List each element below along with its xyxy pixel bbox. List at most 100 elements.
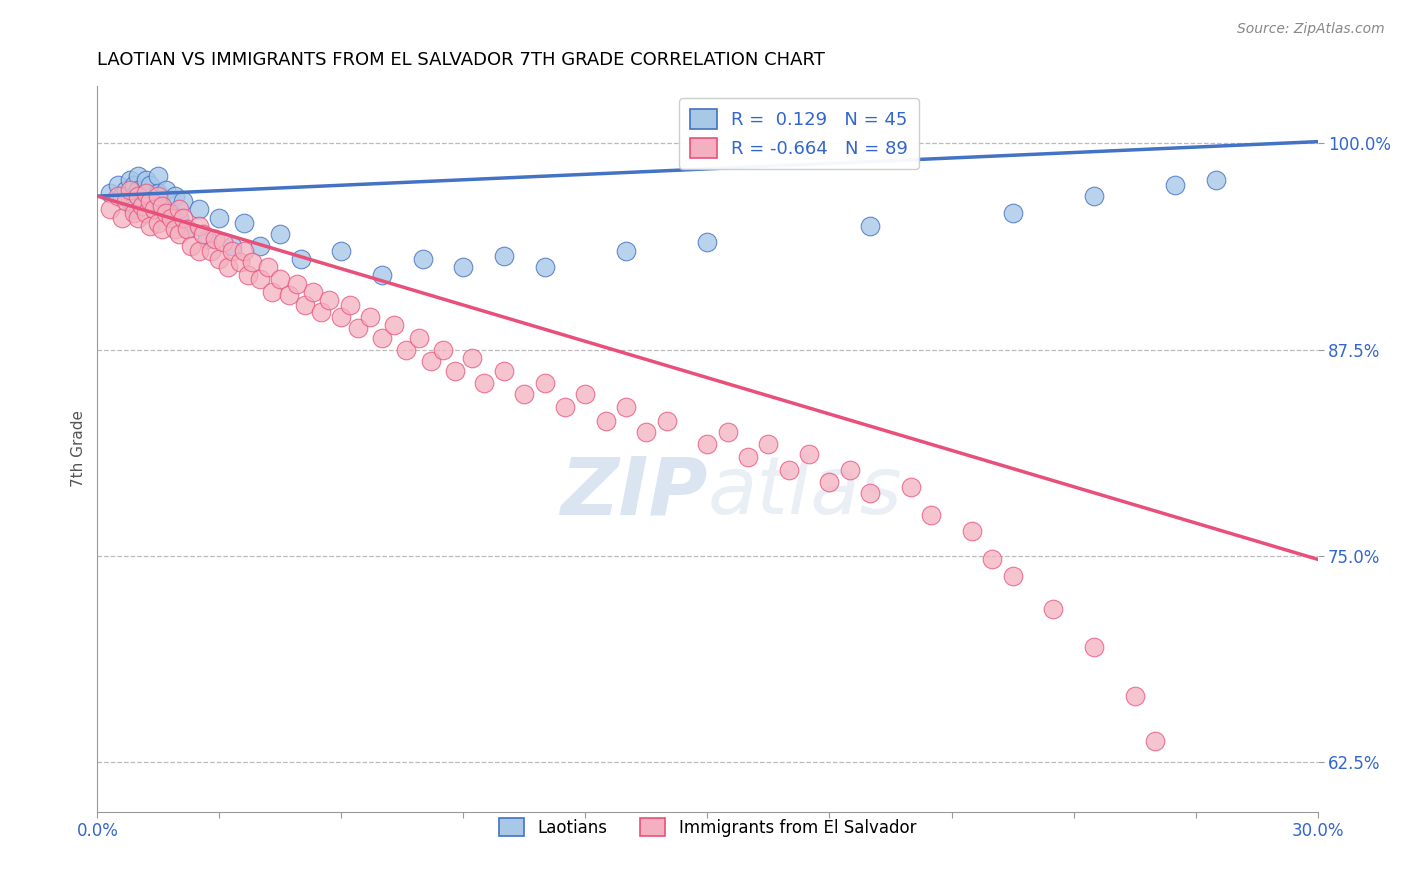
Point — [118, 194, 141, 208]
Point — [98, 186, 121, 200]
Point — [799, 447, 821, 461]
Point — [135, 172, 157, 186]
Point — [574, 387, 596, 401]
Point — [152, 199, 174, 213]
Point — [212, 235, 235, 250]
Point — [318, 293, 340, 307]
Point — [122, 178, 145, 192]
Point — [1083, 189, 1105, 203]
Point — [382, 318, 405, 332]
Point — [277, 288, 299, 302]
Point — [127, 189, 149, 203]
Text: Source: ZipAtlas.com: Source: ZipAtlas.com — [1237, 22, 1385, 37]
Point — [122, 205, 145, 219]
Point — [127, 182, 149, 196]
Point — [339, 298, 361, 312]
Y-axis label: 7th Grade: 7th Grade — [72, 410, 86, 487]
Point — [127, 211, 149, 225]
Point — [240, 255, 263, 269]
Point — [371, 331, 394, 345]
Point — [960, 524, 983, 539]
Point — [257, 260, 280, 274]
Point — [208, 252, 231, 266]
Point — [148, 186, 170, 200]
Point — [513, 387, 536, 401]
Point — [595, 414, 617, 428]
Point — [221, 238, 243, 252]
Text: LAOTIAN VS IMMIGRANTS FROM EL SALVADOR 7TH GRADE CORRELATION CHART: LAOTIAN VS IMMIGRANTS FROM EL SALVADOR 7… — [97, 51, 825, 69]
Point — [330, 310, 353, 324]
Point — [1143, 734, 1166, 748]
Point — [221, 244, 243, 258]
Point — [269, 227, 291, 241]
Point — [412, 252, 434, 266]
Point — [294, 298, 316, 312]
Point — [159, 211, 181, 225]
Point — [472, 376, 495, 390]
Point — [371, 268, 394, 283]
Point — [494, 248, 516, 262]
Point — [232, 244, 254, 258]
Point — [285, 277, 308, 291]
Point — [159, 205, 181, 219]
Point — [460, 351, 482, 365]
Point — [309, 304, 332, 318]
Text: ZIP: ZIP — [560, 453, 707, 532]
Point — [533, 376, 555, 390]
Point — [444, 364, 467, 378]
Point — [135, 189, 157, 203]
Point — [859, 219, 882, 233]
Point — [290, 252, 312, 266]
Point — [249, 271, 271, 285]
Point — [122, 202, 145, 217]
Point — [131, 194, 153, 208]
Point — [200, 244, 222, 258]
Point — [838, 463, 860, 477]
Point — [127, 169, 149, 184]
Point — [172, 211, 194, 225]
Point — [176, 222, 198, 236]
Point — [981, 552, 1004, 566]
Point — [302, 285, 325, 299]
Point — [453, 260, 475, 274]
Point — [163, 222, 186, 236]
Point — [114, 182, 136, 196]
Point — [98, 202, 121, 217]
Point — [208, 211, 231, 225]
Point — [188, 244, 211, 258]
Point — [1042, 602, 1064, 616]
Point — [614, 244, 637, 258]
Point — [717, 425, 740, 440]
Point — [143, 202, 166, 217]
Point — [1001, 569, 1024, 583]
Point — [176, 222, 198, 236]
Point — [148, 189, 170, 203]
Point — [1205, 172, 1227, 186]
Text: atlas: atlas — [707, 453, 903, 532]
Point — [191, 227, 214, 241]
Point — [152, 222, 174, 236]
Point — [135, 186, 157, 200]
Point — [818, 475, 841, 489]
Point — [188, 202, 211, 217]
Point — [148, 169, 170, 184]
Point — [118, 182, 141, 196]
Point — [232, 215, 254, 229]
Point — [167, 202, 190, 217]
Point — [204, 232, 226, 246]
Point — [1164, 178, 1187, 192]
Point — [262, 285, 284, 299]
Point — [636, 425, 658, 440]
Point — [494, 364, 516, 378]
Point — [139, 219, 162, 233]
Point — [696, 436, 718, 450]
Point — [1001, 205, 1024, 219]
Point — [139, 178, 162, 192]
Point — [111, 211, 134, 225]
Point — [155, 205, 177, 219]
Point — [107, 178, 129, 192]
Point — [419, 354, 441, 368]
Point — [180, 238, 202, 252]
Point — [148, 215, 170, 229]
Point — [554, 401, 576, 415]
